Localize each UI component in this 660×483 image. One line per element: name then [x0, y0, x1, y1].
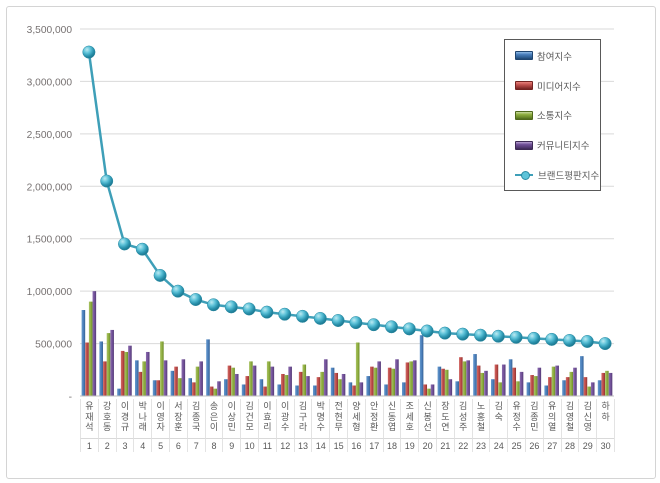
svg-text:500,000: 500,000	[35, 340, 72, 351]
svg-text:2,000,000: 2,000,000	[27, 182, 73, 193]
svg-text:-: -	[69, 392, 72, 403]
svg-text:1,500,000: 1,500,000	[27, 235, 73, 246]
svg-text:3,500,000: 3,500,000	[27, 25, 73, 36]
svg-text:3,000,000: 3,000,000	[27, 77, 73, 88]
svg-text:2,500,000: 2,500,000	[27, 130, 73, 141]
svg-text:1,000,000: 1,000,000	[27, 287, 73, 298]
